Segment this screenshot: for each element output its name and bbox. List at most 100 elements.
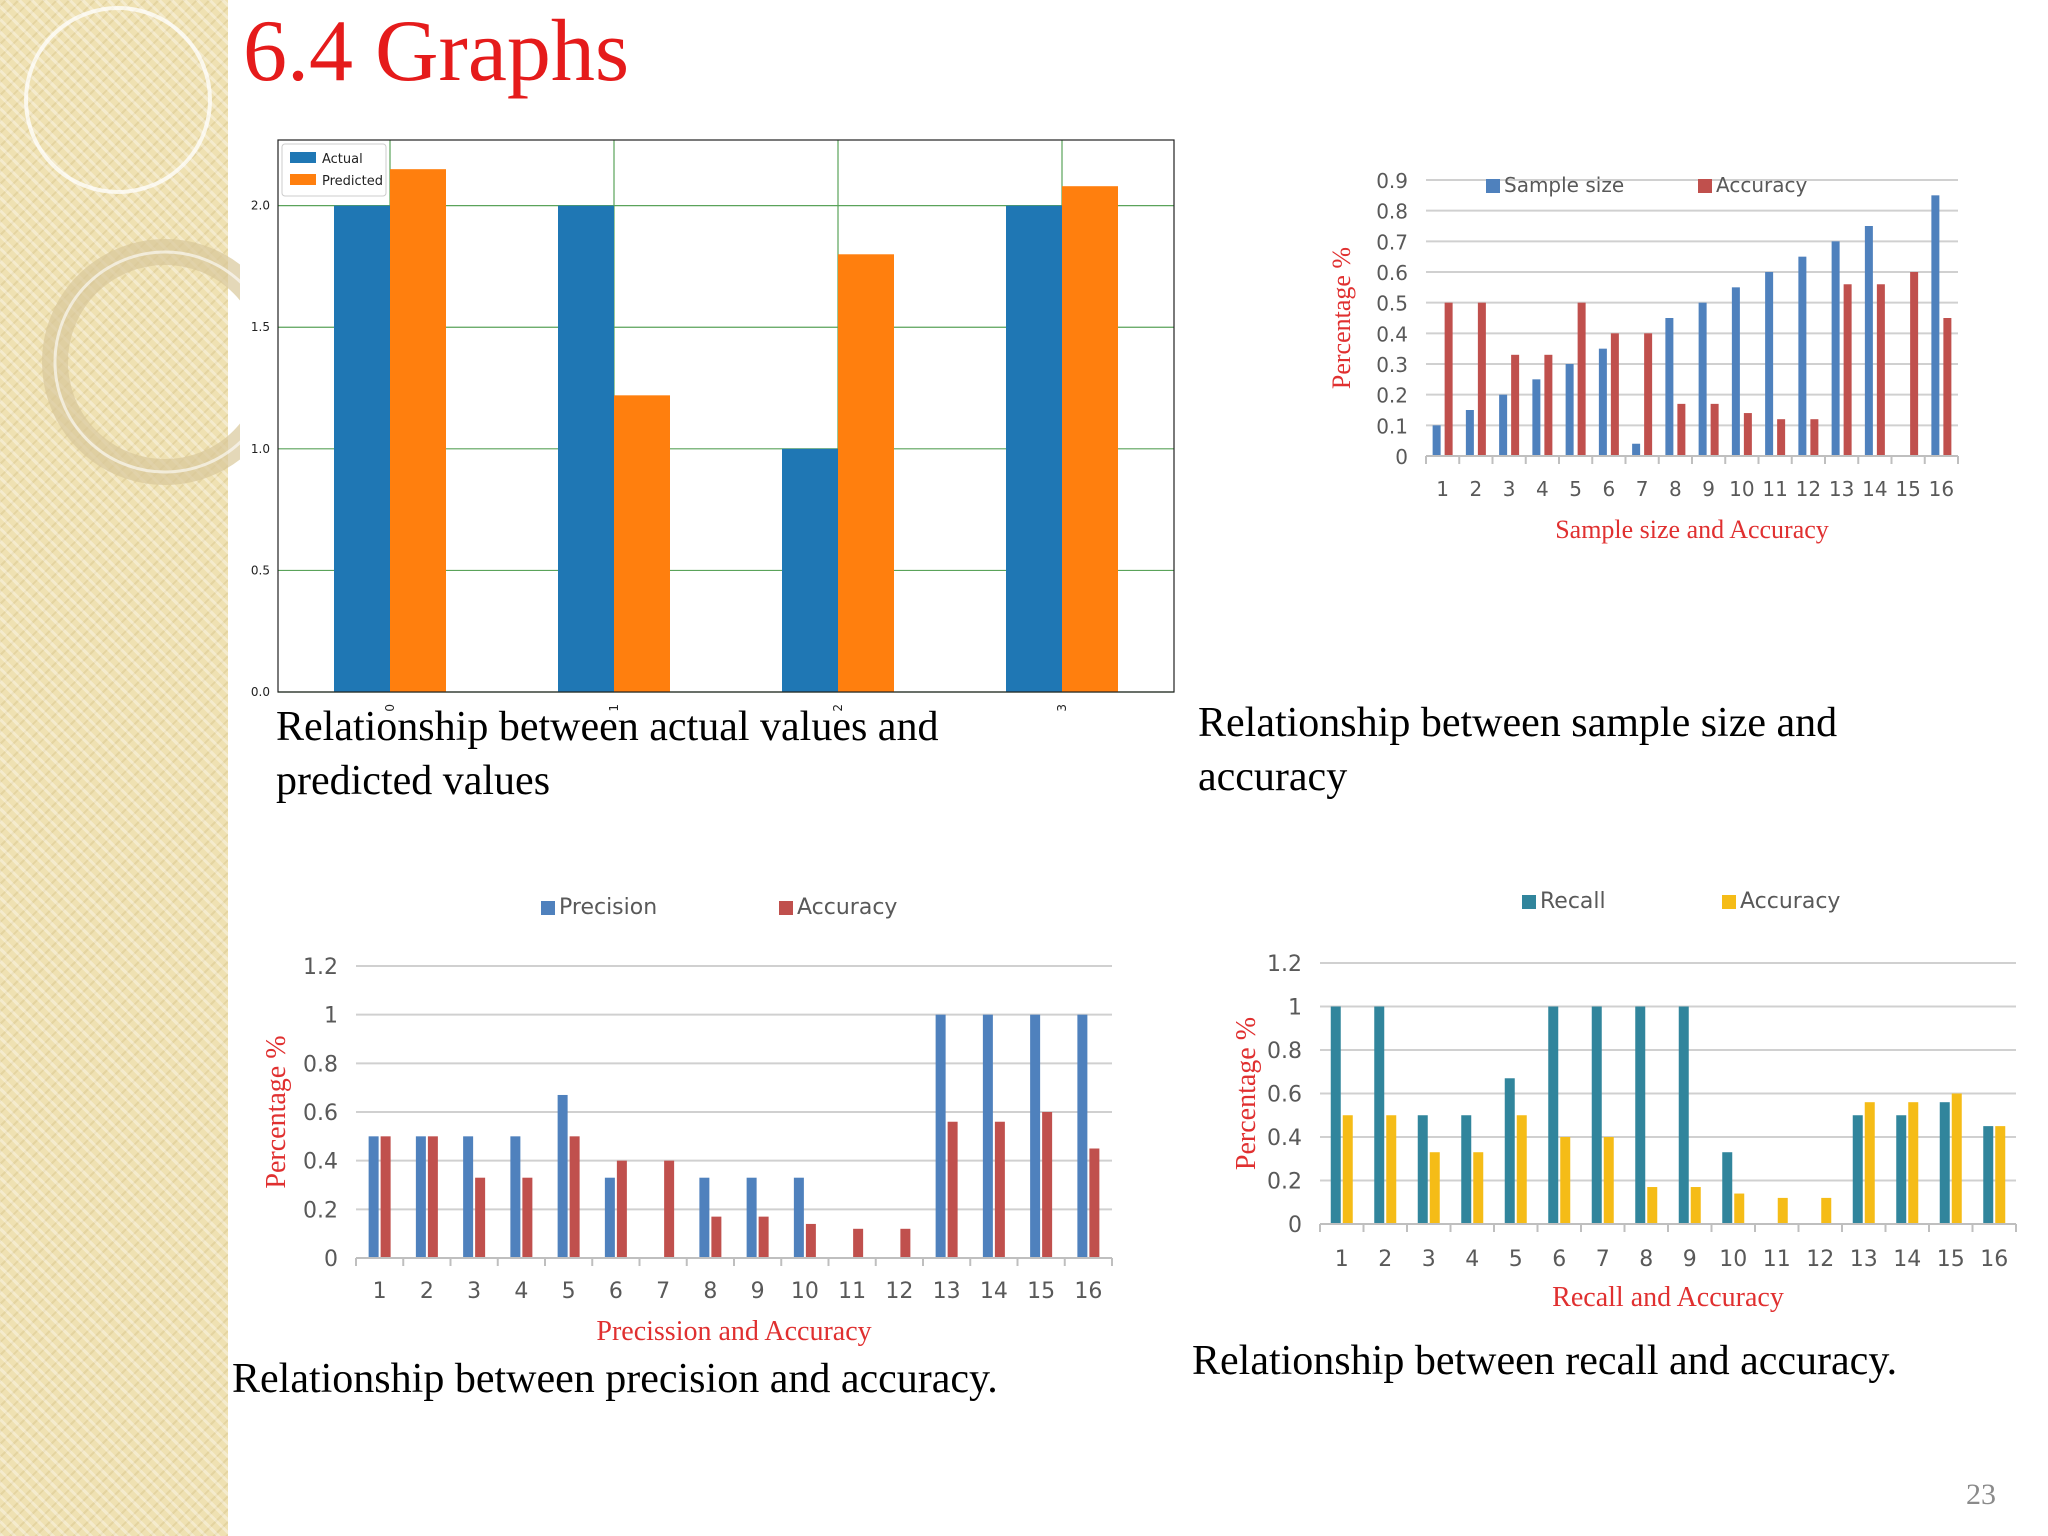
bar-precision-8 (699, 1177, 710, 1258)
x-tick-label: 10 (1729, 477, 1754, 501)
bar-actual-1 (558, 205, 614, 693)
bar-precision-16 (1077, 1014, 1088, 1258)
y-tick-label: 0.8 (303, 1052, 338, 1077)
x-tick-label: 14 (1862, 477, 1887, 501)
bar-accuracy-8 (1677, 403, 1686, 456)
x-tick-label: 6 (1603, 477, 1616, 501)
bar-accuracy-16 (1995, 1126, 2006, 1224)
y-axis-label: Percentage % (261, 1035, 292, 1188)
x-tick-label: 12 (1796, 477, 1821, 501)
bar-precision-2 (415, 1136, 426, 1258)
y-tick-label: 0.2 (1267, 1170, 1302, 1195)
y-tick-label: 1.2 (303, 955, 338, 980)
y-tick-label: 0.2 (1376, 384, 1408, 408)
x-tick-label: 3 (1503, 477, 1516, 501)
legend-swatch (290, 174, 316, 185)
bar-accuracy-15 (1951, 1093, 1962, 1224)
bar-recall-6 (1548, 1006, 1559, 1224)
ring-decoration (24, 6, 240, 485)
bar-recall-7 (1591, 1006, 1602, 1224)
bar-accuracy-2 (1477, 302, 1486, 456)
bar-predicted-2 (838, 254, 894, 692)
x-tick-label: 5 (1509, 1247, 1523, 1272)
x-tick-label: 7 (1596, 1247, 1610, 1272)
y-tick-label: 1.2 (1267, 952, 1302, 977)
x-tick-label: 12 (885, 1279, 913, 1304)
x-tick-label: 15 (1937, 1247, 1965, 1272)
bar-recall-13 (1852, 1115, 1863, 1224)
y-tick-label: 0.7 (1376, 230, 1408, 254)
legend-label: Recall (1540, 889, 1606, 914)
x-tick-label: 1 (607, 704, 621, 712)
y-tick-label: 1 (1288, 996, 1302, 1021)
bar-predicted-3 (1062, 186, 1118, 692)
x-tick-label: 5 (562, 1279, 576, 1304)
bar-accuracy-7 (1644, 333, 1653, 456)
legend-swatch (290, 152, 316, 163)
y-tick-label: 0.9 (1376, 169, 1408, 193)
bar-sample-size-5 (1565, 364, 1574, 456)
legend-label: Sample size (1504, 173, 1624, 197)
x-tick-label: 1 (373, 1279, 387, 1304)
bar-accuracy-12 (1810, 419, 1819, 456)
bar-accuracy-4 (1544, 354, 1553, 456)
bar-accuracy-16 (1089, 1148, 1100, 1258)
bar-accuracy-2 (427, 1136, 438, 1258)
bar-accuracy-14 (1908, 1102, 1919, 1224)
chart-title: Recall and Accuracy (1552, 1282, 1784, 1313)
bar-accuracy-6 (1560, 1137, 1571, 1224)
bar-recall-4 (1461, 1115, 1472, 1224)
bar-actual-2 (782, 448, 838, 692)
y-tick-label: 0.2 (303, 1198, 338, 1223)
bar-precision-4 (510, 1136, 521, 1258)
legend-swatch (1522, 895, 1536, 909)
bar-sample-size-16 (1931, 195, 1940, 457)
chart-title: Precission and Accuracy (596, 1316, 871, 1347)
x-tick-label: 11 (1763, 1247, 1791, 1272)
y-tick-label: 0.1 (1376, 414, 1408, 438)
bar-accuracy-12 (1821, 1197, 1832, 1224)
y-tick-label: 0.6 (1267, 1083, 1302, 1108)
bar-precision-3 (463, 1136, 474, 1258)
plot-frame (277, 139, 1175, 693)
bar-recall-14 (1896, 1115, 1907, 1224)
x-tick-label: 2 (831, 704, 845, 712)
bar-actual-0 (334, 205, 390, 693)
legend-label: Predicted (322, 174, 383, 189)
x-tick-label: 9 (751, 1279, 765, 1304)
x-tick-label: 16 (1074, 1279, 1102, 1304)
bar-recall-3 (1417, 1115, 1428, 1224)
bar-actual-3 (1006, 205, 1062, 693)
legend-label: Accuracy (797, 895, 897, 920)
bar-accuracy-7 (1603, 1137, 1614, 1224)
x-tick-label: 8 (1669, 477, 1682, 501)
bar-sample-size-14 (1864, 226, 1873, 456)
x-tick-label: 9 (1702, 477, 1715, 501)
legend-swatch (779, 901, 793, 915)
caption-precision: Relationship between precision and accur… (232, 1356, 998, 1402)
bar-sample-size-9 (1698, 302, 1707, 456)
chart-title: Sample size and Accuracy (1555, 515, 1829, 544)
bar-predicted-1 (614, 395, 670, 692)
x-tick-label: 10 (1719, 1247, 1747, 1272)
legend-label: Actual (322, 152, 363, 167)
x-tick-label: 3 (467, 1279, 481, 1304)
y-tick-label: 1.5 (251, 320, 270, 334)
y-axis-label: Percentage % (1327, 247, 1356, 389)
bar-precision-5 (557, 1094, 568, 1258)
x-tick-label: 7 (1636, 477, 1649, 501)
bar-accuracy-5 (569, 1136, 580, 1258)
bar-accuracy-3 (1429, 1152, 1440, 1224)
bar-accuracy-1 (1444, 302, 1453, 456)
y-axis-label: Percentage % (1231, 1017, 1262, 1170)
x-tick-label: 5 (1569, 477, 1582, 501)
bar-recall-8 (1635, 1006, 1646, 1224)
x-tick-label: 13 (1850, 1247, 1878, 1272)
x-tick-label: 12 (1806, 1247, 1834, 1272)
x-tick-label: 16 (1929, 477, 1954, 501)
bar-precision-9 (746, 1177, 757, 1258)
bar-accuracy-9 (1710, 403, 1719, 456)
bar-accuracy-11 (853, 1228, 864, 1258)
y-tick-label: 0 (1395, 445, 1408, 469)
